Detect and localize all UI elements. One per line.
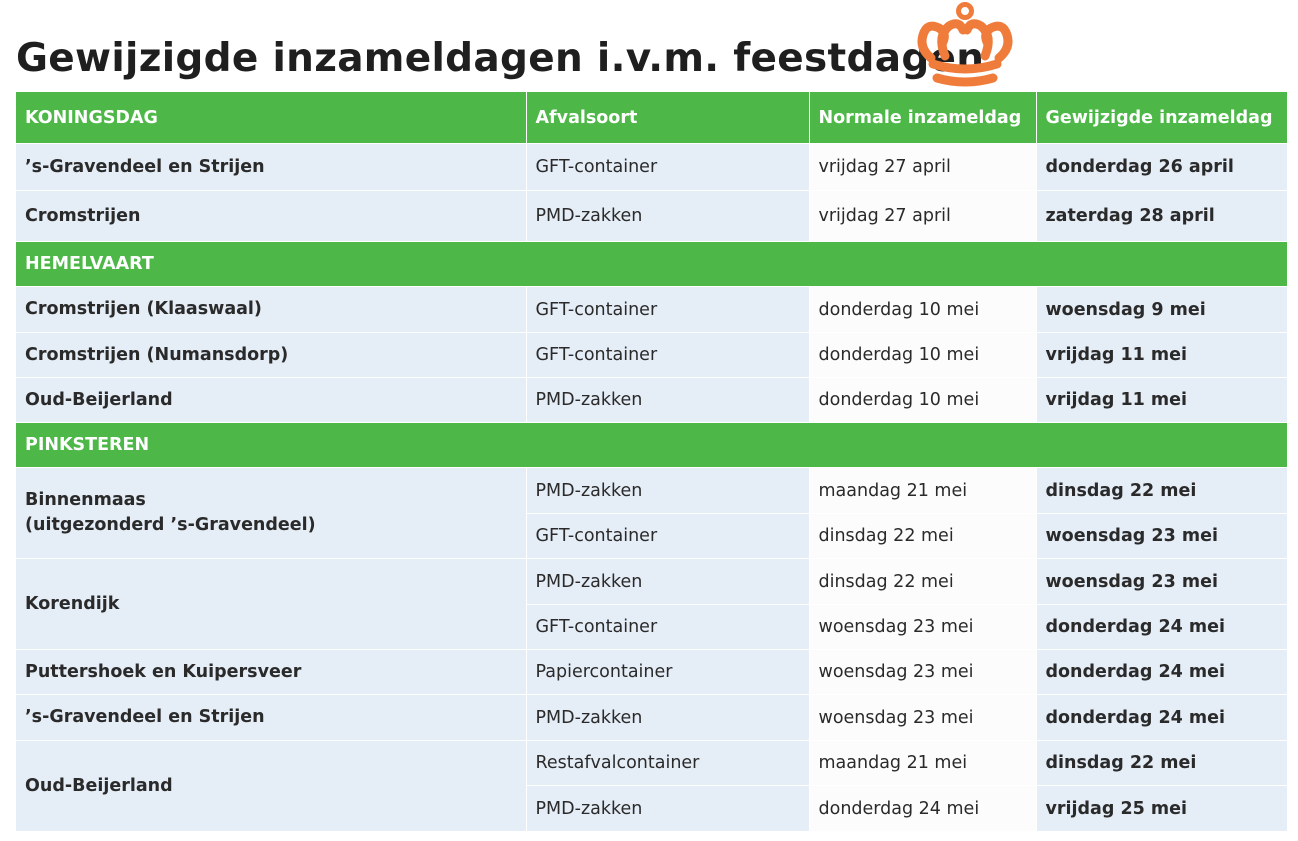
normal-day-cell: woensdag 23 mei [809,694,1037,741]
location-cell: Cromstrijen (Klaaswaal) [16,286,527,333]
changed-day-cell: dinsdag 22 mei [1036,467,1288,514]
location-cell: ’s-Gravendeel en Strijen [16,694,527,741]
location-cell: Korendijk [16,558,527,650]
table-row: Binnenmaas (uitgezonderd ’s-Gravendeel) … [16,467,1288,559]
normal-day-cell: donderdag 10 mei [809,332,1037,378]
waste-type-cell: PMD-zakken [526,190,810,242]
column-header-normal-day: Normale inzameldag [809,92,1037,144]
waste-type-cell: GFT-container [526,286,810,333]
location-cell: Cromstrijen [16,190,527,242]
column-header-holiday: KONINGSDAG [16,92,527,144]
changed-day-cell: woensdag 23 mei [1036,558,1288,605]
waste-type-cell: GFT-container [526,513,810,559]
schedule-table: KONINGSDAG Afvalsoort Normale inzameldag… [16,92,1288,832]
changed-day-cell: vrijdag 25 mei [1036,785,1288,832]
waste-type-cell: Papiercontainer [526,649,810,695]
table-row: Cromstrijen (Numansdorp) GFT-container d… [16,332,1288,378]
changed-day-cell: zaterdag 28 april [1036,190,1288,242]
normal-day-cell: donderdag 10 mei [809,377,1037,423]
table-row: ’s-Gravendeel en Strijen GFT-container v… [16,143,1288,191]
normal-day-cell: woensdag 23 mei [809,649,1037,695]
location-cell: Cromstrijen (Numansdorp) [16,332,527,378]
normal-day-cell: donderdag 24 mei [809,785,1037,832]
normal-day-cell: vrijdag 27 april [809,143,1037,191]
waste-type-cell: PMD-zakken [526,467,810,514]
section-header-row: HEMELVAART [16,241,1288,287]
normal-day-cell: maandag 21 mei [809,740,1037,786]
location-cell: Puttershoek en Kuipersveer [16,649,527,695]
waste-type-cell: PMD-zakken [526,558,810,605]
changed-day-cell: dinsdag 22 mei [1036,740,1288,786]
page-title: Gewijzigde inzameldagen i.v.m. feestdage… [16,36,985,81]
changed-day-cell: vrijdag 11 mei [1036,332,1288,378]
normal-day-cell: dinsdag 22 mei [809,513,1037,559]
waste-type-cell: PMD-zakken [526,785,810,832]
waste-type-cell: GFT-container [526,143,810,191]
table-row: GFT-container dinsdag 22 mei woensdag 23… [16,513,1288,559]
waste-type-cell: PMD-zakken [526,694,810,741]
table-row: Oud-Beijerland PMD-zakken donderdag 10 m… [16,377,1288,423]
location-cell: Oud-Beijerland [16,377,527,423]
location-cell: Binnenmaas (uitgezonderd ’s-Gravendeel) [16,467,527,559]
normal-day-cell: dinsdag 22 mei [809,558,1037,605]
location-cell: Oud-Beijerland [16,740,527,832]
crown-icon [917,2,1013,87]
section-title-hemelvaart: HEMELVAART [16,241,1288,287]
changed-day-cell: donderdag 24 mei [1036,649,1288,695]
page-header: Gewijzigde inzameldagen i.v.m. feestdage… [0,0,1298,92]
table-row: Oud-Beijerland Restafvalcontainer maanda… [16,740,1288,832]
table-row: Cromstrijen PMD-zakken vrijdag 27 april … [16,190,1288,242]
changed-day-cell: donderdag 24 mei [1036,604,1288,650]
changed-day-cell: vrijdag 11 mei [1036,377,1288,423]
waste-type-cell: GFT-container [526,332,810,378]
section-header-row: PINKSTEREN [16,422,1288,468]
column-header-waste-type: Afvalsoort [526,92,810,144]
normal-day-cell: vrijdag 27 april [809,190,1037,242]
table-row: Puttershoek en Kuipersveer Papiercontain… [16,649,1288,695]
table-row: PMD-zakken donderdag 24 mei vrijdag 25 m… [16,785,1288,832]
location-line: (uitgezonderd ’s-Gravendeel) [25,515,316,535]
section-title-pinksteren: PINKSTEREN [16,422,1288,468]
table-row: Cromstrijen (Klaaswaal) GFT-container do… [16,286,1288,333]
waste-type-cell: PMD-zakken [526,377,810,423]
changed-day-cell: donderdag 24 mei [1036,694,1288,741]
table-row: GFT-container woensdag 23 mei donderdag … [16,604,1288,650]
table-row: Korendijk PMD-zakken dinsdag 22 mei woen… [16,558,1288,650]
normal-day-cell: woensdag 23 mei [809,604,1037,650]
table-header-row: KONINGSDAG Afvalsoort Normale inzameldag… [16,92,1288,144]
waste-type-cell: GFT-container [526,604,810,650]
column-header-changed-day: Gewijzigde inzameldag [1036,92,1288,144]
location-cell: ’s-Gravendeel en Strijen [16,143,527,191]
waste-type-cell: Restafvalcontainer [526,740,810,786]
normal-day-cell: donderdag 10 mei [809,286,1037,333]
location-line: Binnenmaas [25,490,146,510]
changed-day-cell: donderdag 26 april [1036,143,1288,191]
changed-day-cell: woensdag 23 mei [1036,513,1288,559]
table-row: ’s-Gravendeel en Strijen PMD-zakken woen… [16,694,1288,741]
normal-day-cell: maandag 21 mei [809,467,1037,514]
changed-day-cell: woensdag 9 mei [1036,286,1288,333]
